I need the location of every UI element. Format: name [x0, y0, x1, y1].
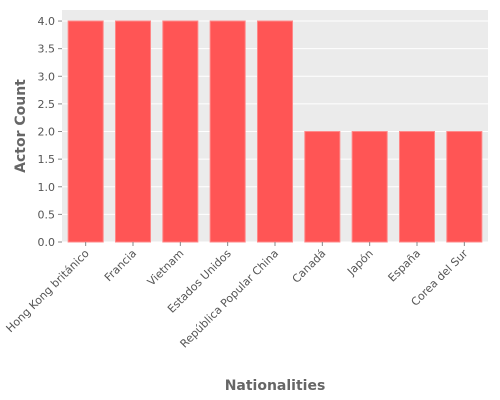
bar [114, 20, 152, 243]
x-axis-title: Nationalities [225, 378, 326, 394]
bar [446, 131, 483, 243]
x-tick-label: Canadá [290, 247, 329, 286]
y-tick-label: 0.5 [38, 208, 56, 221]
y-axis-title: Actor Count [13, 79, 29, 173]
y-tick-label: 3.0 [38, 70, 56, 83]
bar [304, 131, 341, 243]
y-tick-label: 2.0 [38, 126, 56, 139]
y-tick-label: 0.0 [38, 236, 56, 249]
x-tick-label: Francia [102, 247, 139, 284]
x-tick-label: República Popular China [178, 247, 282, 351]
y-tick-label: 4.0 [38, 15, 56, 28]
y-tick-label: 3.5 [38, 43, 56, 56]
bars [67, 20, 483, 243]
y-tick-label: 1.5 [38, 153, 56, 166]
y-tick-label: 1.0 [38, 181, 56, 194]
x-tick-label: Vietnam [145, 247, 187, 289]
bar [351, 131, 388, 243]
x-tick-label: España [386, 247, 424, 285]
y-tick-label: 2.5 [38, 98, 56, 111]
x-tick-label: Hong Kong británico [4, 247, 92, 335]
bar [67, 20, 104, 243]
bar [398, 131, 436, 243]
bar [256, 20, 294, 243]
x-tick-label: Japón [344, 247, 376, 279]
y-axis: 0.0 0.5 1.0 1.5 2.0 2.5 3.0 3.5 4.0 [38, 15, 62, 249]
x-axis: Hong Kong británico Francia VietnamEstados… [4, 242, 471, 350]
bar [209, 20, 246, 243]
bar [162, 20, 199, 243]
